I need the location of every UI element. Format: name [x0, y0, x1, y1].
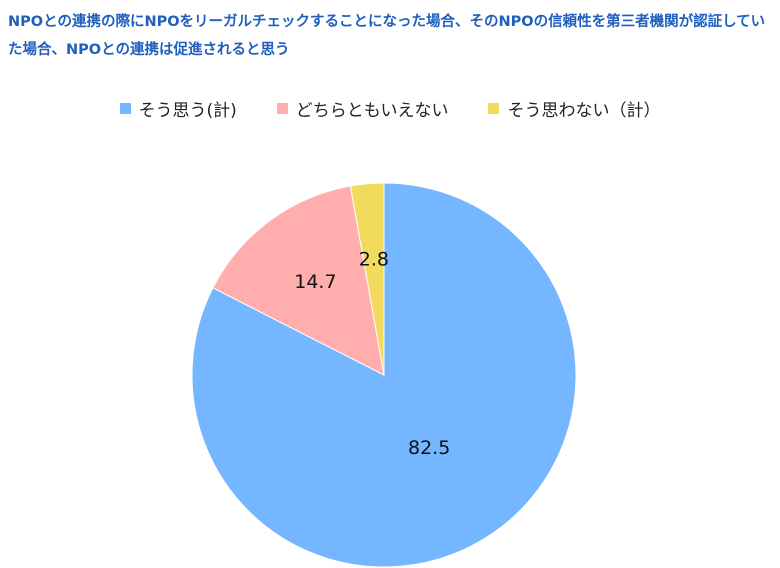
legend-swatch-disagree: [488, 103, 500, 114]
pie-slice-neutral: [212, 185, 385, 376]
pie-slice-agree: [191, 182, 577, 568]
chart-title: NPOとの連携の際にNPOをリーガルチェックすることになった場合、そのNPOの信…: [8, 14, 766, 58]
slice-value-label-agree: 82.5: [408, 437, 450, 459]
pie-slice-disagree: [349, 182, 385, 376]
legend-swatch-neutral: [276, 103, 288, 114]
legend-item-disagree: そう思わない（計）: [488, 96, 660, 121]
slice-value-label-neutral: 14.7: [294, 271, 336, 293]
pie-slices: [191, 182, 577, 568]
legend-label-neutral: どちらともいえない: [295, 101, 449, 121]
legend-label-disagree: そう思わない（計）: [507, 101, 661, 121]
legend-item-neutral: どちらともいえない: [276, 96, 449, 121]
legend-swatch-agree: [119, 103, 131, 114]
legend: そう思う(計) どちらともいえない そう思わない（計）: [0, 96, 780, 121]
slice-value-label-disagree: 2.8: [359, 249, 389, 271]
pie-labels: 82.5 14.7 2.8: [294, 249, 450, 459]
legend-item-agree: そう思う(計): [119, 96, 237, 121]
legend-label-agree: そう思う(計): [138, 101, 237, 121]
